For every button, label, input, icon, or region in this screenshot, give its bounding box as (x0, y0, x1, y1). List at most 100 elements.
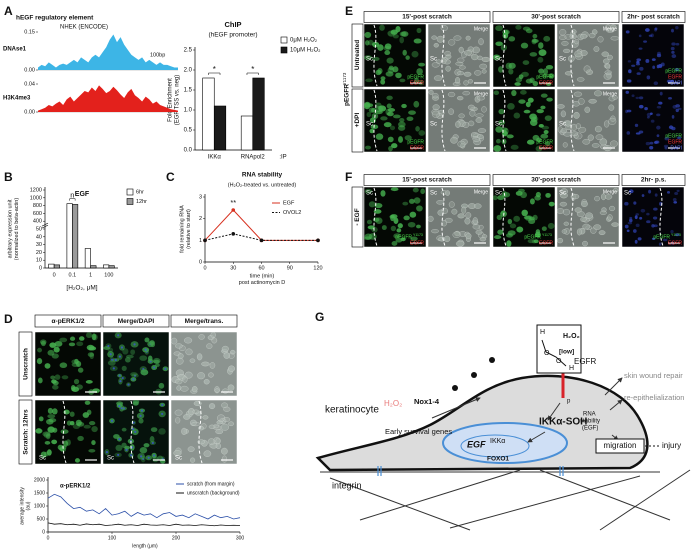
cell (635, 213, 640, 216)
cell (610, 140, 618, 147)
panel-letter: D (4, 312, 13, 326)
genes: Early survival genes (385, 427, 452, 436)
cell (477, 134, 484, 139)
scratch-line (502, 89, 507, 152)
cell (457, 213, 465, 219)
panel-title: hEGF regulatory element (16, 15, 94, 22)
nucleus (134, 430, 137, 433)
cell (397, 223, 403, 229)
cell (656, 113, 661, 117)
nucleus (118, 438, 121, 441)
nucleus (118, 404, 121, 408)
bar (202, 77, 215, 151)
axis (204, 194, 318, 263)
cell (651, 58, 656, 61)
nucleus (132, 421, 135, 424)
cell (670, 229, 674, 234)
channel-superscript: Y1173 (413, 233, 423, 237)
cell (124, 356, 131, 363)
cell (207, 438, 216, 445)
scratch-line (570, 187, 575, 247)
cell (506, 134, 514, 139)
cell (607, 28, 615, 33)
nucleus (125, 448, 128, 451)
cell (604, 70, 612, 75)
cell (448, 201, 455, 208)
cell (658, 242, 662, 246)
cell (447, 91, 456, 98)
series-line (204, 209, 318, 241)
cell (211, 337, 218, 344)
chart-title: DNAse1 (3, 47, 27, 53)
column-header (492, 174, 620, 186)
channel-label: pEGFR (653, 234, 670, 240)
cell (656, 105, 662, 109)
nucleus (109, 353, 112, 356)
cell (130, 349, 136, 355)
x-tick-label: IKKα (208, 155, 222, 161)
adhesion: integrin (332, 480, 362, 490)
cell (86, 344, 95, 351)
cell (541, 73, 548, 78)
cell (582, 240, 588, 247)
cell (605, 63, 611, 70)
cell (432, 104, 440, 111)
channel-label: pEGFR (665, 68, 682, 74)
cell (107, 347, 114, 353)
cell (392, 34, 399, 39)
cell (500, 127, 508, 131)
bond (541, 339, 567, 367)
cell (576, 228, 582, 236)
cell (650, 33, 654, 38)
cell (415, 125, 420, 132)
cell (663, 144, 669, 148)
cell (556, 104, 565, 109)
cell (107, 360, 116, 366)
scratch-label: Sc (366, 122, 373, 128)
cell (654, 27, 658, 32)
cell (386, 57, 394, 64)
cell (644, 107, 648, 111)
cell (457, 71, 465, 76)
cell (540, 105, 546, 110)
cell (498, 108, 505, 115)
cell (493, 54, 499, 59)
cell (656, 53, 662, 58)
cell (405, 55, 410, 60)
cell (387, 30, 396, 37)
cell (496, 214, 503, 221)
cell (507, 218, 513, 225)
cell (536, 137, 542, 143)
cell (221, 447, 228, 455)
merge-label: Merge (474, 91, 488, 97)
y-tick-label: 30 (36, 242, 42, 248)
cell (497, 229, 504, 235)
cell (633, 201, 637, 205)
cell (48, 418, 57, 423)
cell (44, 363, 51, 369)
outcome: skin wound repair (624, 371, 683, 380)
nucleus (117, 334, 120, 337)
cell (455, 61, 464, 66)
y-tick-label: 0.00 (24, 67, 35, 73)
cell (436, 200, 445, 205)
nucleus (133, 374, 137, 377)
channel-label: pEGFR (536, 74, 553, 80)
cell (581, 200, 588, 207)
cell (456, 240, 465, 247)
column-header (621, 174, 686, 186)
stain-label: pEGFR (344, 84, 351, 106)
y-tick-label: 1.0 (184, 108, 193, 114)
cell (593, 224, 602, 230)
nucleus (164, 367, 167, 370)
cell (408, 198, 415, 204)
cell (76, 341, 84, 347)
cell (500, 44, 507, 51)
vesicle (489, 357, 495, 363)
nucleus (140, 409, 144, 412)
cell-label: keratinocyte (325, 405, 379, 416)
cell (407, 221, 416, 228)
cell (384, 50, 391, 56)
cell (184, 337, 193, 344)
